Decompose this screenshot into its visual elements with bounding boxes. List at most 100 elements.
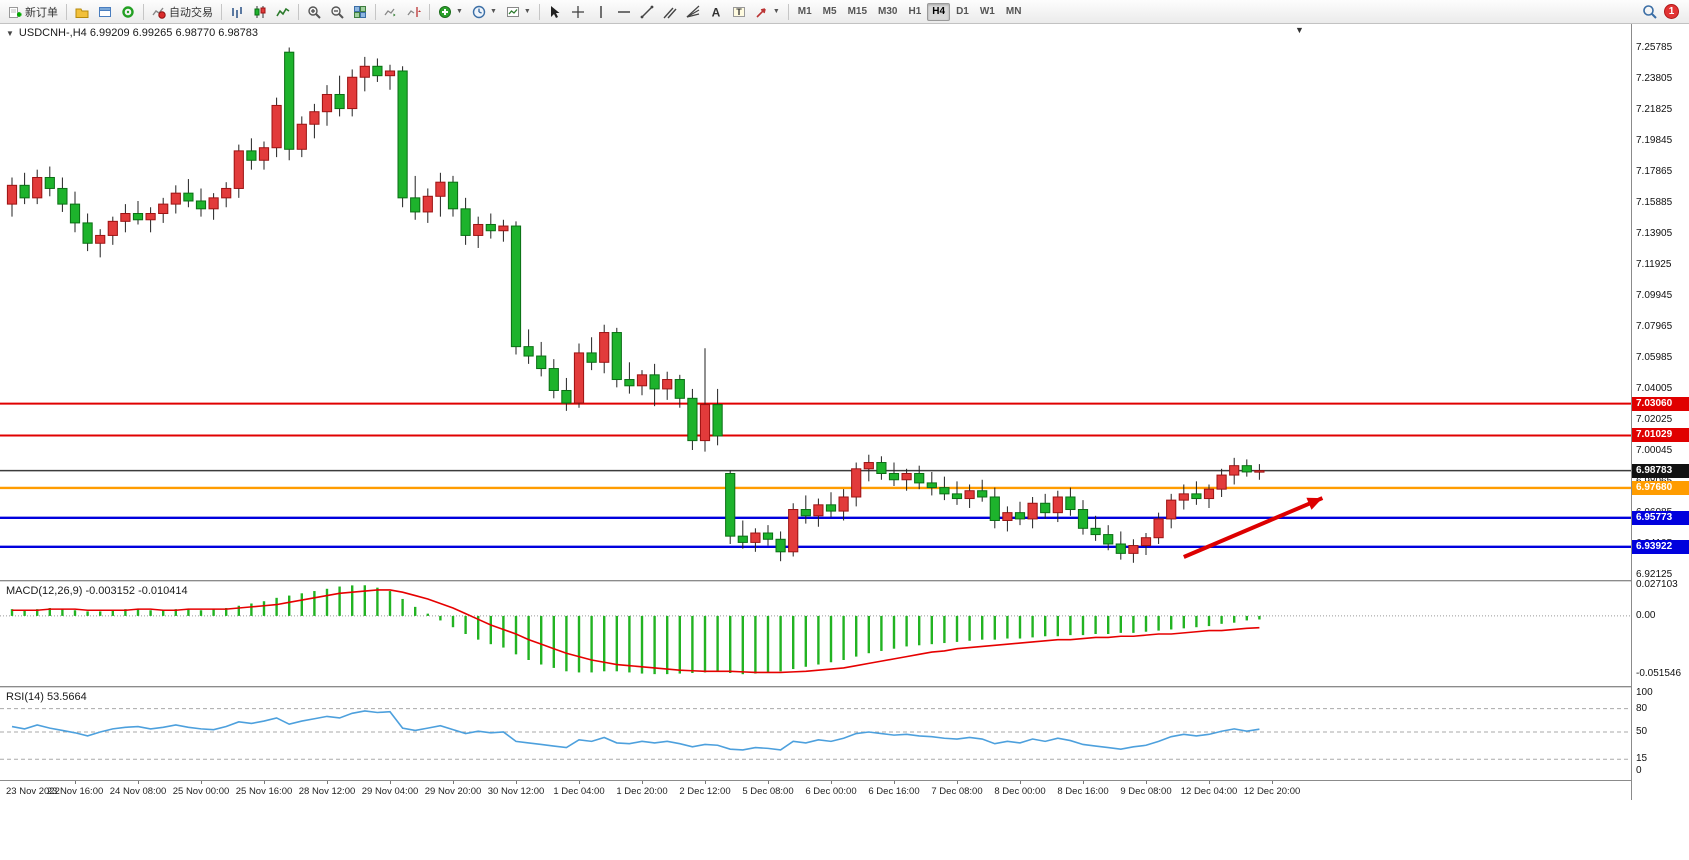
macd-tick-label: -0.051546: [1636, 668, 1682, 680]
vertical-line-icon: [600, 5, 602, 18]
price-tag: 7.01029: [1632, 428, 1689, 443]
time-axis-tick: [1083, 781, 1084, 784]
timeframe-mn-button[interactable]: MN: [1001, 3, 1027, 21]
price-tag: 6.93922: [1632, 539, 1689, 554]
svg-text:A: A: [711, 5, 720, 19]
templates-button[interactable]: ▼: [502, 2, 535, 22]
time-axis-tick: [957, 781, 958, 784]
rsi-tick-label: 80: [1636, 702, 1648, 714]
pane-splitter[interactable]: [0, 580, 1689, 582]
time-axis-label: 6 Dec 00:00: [805, 786, 857, 797]
timeframe-d1-button[interactable]: D1: [951, 3, 974, 21]
price-tick-label: 7.00045: [1636, 444, 1673, 456]
chart-title-text: USDCNH-,H4 6.99209 6.99265 6.98770 6.987…: [18, 27, 259, 39]
new-order-label: 新订单: [25, 6, 58, 19]
time-axis-label: 30 Nov 12:00: [487, 786, 545, 797]
trendline-tool-button[interactable]: [636, 2, 658, 22]
timeframe-m1-button[interactable]: M1: [793, 3, 817, 21]
time-axis[interactable]: 23 Nov 2022 23 Nov 16:00 24 Nov 08:00 25 No…: [0, 780, 1689, 800]
rsi-chart-canvas[interactable]: [0, 688, 1631, 780]
auto-trading-button[interactable]: 自动交易: [148, 2, 217, 22]
zoom-out-button[interactable]: [326, 2, 348, 22]
profiles-folder-icon: [75, 8, 89, 18]
timeframe-m5-button[interactable]: M5: [818, 3, 842, 21]
price-pane: ▼ USDCNH-,H4 6.99209 6.99265 6.98770 6.9…: [0, 24, 1631, 580]
time-axis-label: 7 Dec 08:00: [931, 786, 983, 797]
auto-scroll-button[interactable]: [380, 2, 402, 22]
macd-signal-line: [12, 589, 1260, 674]
timeframe-h1-button[interactable]: H1: [903, 3, 926, 21]
collapse-pane-icon[interactable]: ▼: [6, 28, 14, 38]
time-axis-label: 29 Nov 20:00: [424, 786, 482, 797]
timeframe-h4-button[interactable]: H4: [927, 2, 951, 21]
text-label-icon: T: [732, 6, 745, 17]
notification-badge[interactable]: 1: [1664, 4, 1679, 19]
chevron-down-icon: ▼: [772, 8, 780, 15]
line-chart-icon: [276, 7, 290, 16]
macd-pane: MACD(12,26,9) -0.003152 -0.010414: [0, 582, 1631, 686]
bar-chart-button[interactable]: [226, 2, 248, 22]
time-axis-label: 5 Dec 08:00: [742, 786, 794, 797]
time-axis-label: 9 Dec 08:00: [1120, 786, 1172, 797]
price-tick-label: 6.92125: [1636, 568, 1673, 580]
macd-chart-canvas[interactable]: [0, 582, 1631, 686]
trend-arrow[interactable]: [1183, 496, 1324, 559]
profiles-button[interactable]: [71, 2, 93, 22]
candlestick-chart-button[interactable]: [249, 2, 271, 22]
price-tick-label: 7.07965: [1636, 320, 1673, 332]
price-axis[interactable]: 7.25785 7.23805 7.21825 7.19845 7.17865 7.158…: [1631, 24, 1689, 800]
horizontal-line-tool-button[interactable]: [613, 2, 635, 22]
time-axis-tick: [894, 781, 895, 784]
price-tick-label: 7.21825: [1636, 103, 1673, 115]
crosshair-tool-button[interactable]: [567, 2, 589, 22]
candlestick-chart-icon: [254, 5, 266, 18]
last-bar-marker-icon[interactable]: ▼: [1295, 25, 1304, 35]
data-window-button[interactable]: [94, 2, 116, 22]
text-label-tool-button[interactable]: T: [728, 2, 750, 22]
time-axis-tick: [264, 781, 265, 784]
trend-arrow-head: [1306, 497, 1323, 510]
time-axis-tick: [1020, 781, 1021, 784]
timeframe-m15-button[interactable]: M15: [843, 3, 872, 21]
time-axis-tick: [579, 781, 580, 784]
zoom-in-button[interactable]: [303, 2, 325, 22]
data-window-icon: [99, 6, 111, 17]
pane-splitter[interactable]: [0, 686, 1689, 688]
rsi-label: RSI(14) 53.5664: [6, 691, 87, 703]
time-axis-label: 12 Dec 20:00: [1243, 786, 1301, 797]
trendline-icon: [640, 5, 654, 18]
time-axis-label: 29 Nov 04:00: [361, 786, 419, 797]
arrows-tool-button[interactable]: ▼: [751, 2, 784, 22]
periods-button[interactable]: ▼: [468, 2, 501, 22]
new-order-button[interactable]: 新订单: [4, 2, 62, 22]
text-tool-button[interactable]: A: [705, 2, 727, 22]
timeframe-w1-button[interactable]: W1: [975, 3, 1000, 21]
macd-label: MACD(12,26,9) -0.003152 -0.010414: [6, 585, 188, 597]
timeframe-m30-button[interactable]: M30: [873, 3, 902, 21]
toolbar-separator: [538, 3, 540, 20]
line-chart-button[interactable]: [272, 2, 294, 22]
zoom-out-icon: [331, 5, 344, 19]
price-chart-canvas[interactable]: [0, 24, 1631, 580]
vertical-line-tool-button[interactable]: [590, 2, 612, 22]
channel-tool-button[interactable]: [659, 2, 681, 22]
clock-icon: [472, 5, 486, 18]
chart-shift-button[interactable]: [403, 2, 425, 22]
rsi-tick-label: 100: [1636, 687, 1653, 698]
fibonacci-tool-button[interactable]: [682, 2, 704, 22]
time-axis-tick: [1209, 781, 1210, 784]
search-button[interactable]: [1638, 2, 1661, 22]
time-axis-label: 2 Dec 12:00: [679, 786, 731, 797]
market-watch-button[interactable]: [117, 2, 139, 22]
toolbar-separator: [787, 3, 789, 20]
tile-windows-button[interactable]: [349, 2, 371, 22]
cursor-tool-button[interactable]: [544, 2, 566, 22]
auto-trading-icon: [152, 5, 166, 19]
add-indicator-icon: [439, 5, 451, 18]
time-axis-label: 8 Dec 00:00: [994, 786, 1046, 797]
svg-text:T: T: [736, 7, 742, 17]
zoom-in-icon: [308, 5, 321, 19]
toolbar-separator: [375, 3, 376, 20]
time-axis-label: 25 Nov 16:00: [235, 786, 293, 797]
add-indicator-button[interactable]: ▼: [434, 2, 467, 22]
